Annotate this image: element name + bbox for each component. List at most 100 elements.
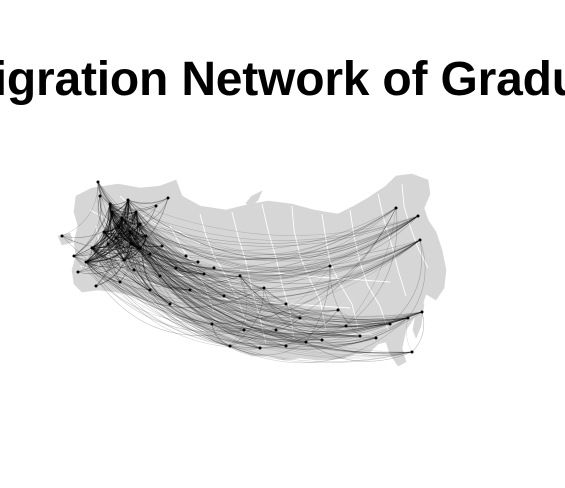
city-node bbox=[138, 246, 142, 250]
migration-edge bbox=[103, 211, 137, 233]
migration-edge bbox=[91, 243, 133, 251]
migration-edge bbox=[139, 223, 413, 354]
migration-edge bbox=[131, 243, 423, 337]
city-node bbox=[60, 234, 64, 238]
migration-edge bbox=[85, 261, 265, 308]
migration-edge bbox=[135, 211, 277, 331]
migration-edge bbox=[117, 211, 137, 227]
migration-edge bbox=[139, 215, 419, 269]
migration-edge bbox=[115, 237, 391, 335]
migration-edge bbox=[91, 247, 413, 358]
migration-edge bbox=[123, 259, 301, 329]
migration-edge bbox=[97, 195, 117, 239]
migration-edge bbox=[109, 203, 287, 347]
migration-edge bbox=[135, 211, 361, 337]
migration-edge bbox=[229, 287, 265, 347]
migration-edge bbox=[121, 217, 147, 237]
migration-edge bbox=[139, 247, 377, 350]
city-node bbox=[210, 322, 214, 326]
migration-edge bbox=[95, 231, 131, 287]
migration-edge bbox=[329, 215, 419, 267]
migration-edge bbox=[123, 259, 331, 293]
migration-edge bbox=[73, 203, 111, 257]
migration-edge bbox=[91, 247, 391, 335]
migration-edge bbox=[135, 211, 265, 289]
migration-edge bbox=[111, 211, 413, 358]
migration-edge bbox=[139, 247, 377, 349]
migration-edge bbox=[321, 339, 413, 356]
migration-edge bbox=[103, 203, 112, 233]
migration-edge bbox=[129, 231, 141, 249]
map-title: Migration Network of Graduates bbox=[0, 53, 565, 106]
migration-edge bbox=[121, 217, 265, 289]
migration-edge bbox=[91, 211, 137, 249]
migration-edge bbox=[127, 199, 409, 320]
migration-edge bbox=[109, 199, 129, 205]
migration-edge bbox=[91, 231, 131, 249]
migration-edge bbox=[97, 181, 261, 349]
migration-edge bbox=[73, 217, 123, 257]
city-node bbox=[158, 274, 162, 278]
migration-edge bbox=[109, 203, 137, 214]
migration-edge bbox=[229, 275, 247, 347]
migration-edge bbox=[111, 211, 191, 291]
migration-edge bbox=[91, 247, 125, 261]
migration-edge bbox=[117, 225, 199, 264]
migration-edge bbox=[115, 237, 125, 261]
migration-edge bbox=[103, 217, 123, 233]
migration-edge bbox=[115, 237, 125, 261]
migration-edge bbox=[123, 207, 397, 276]
migration-edge bbox=[111, 211, 361, 337]
city-node bbox=[76, 270, 80, 274]
migration-edge bbox=[85, 261, 391, 346]
migration-edge bbox=[97, 181, 111, 205]
migration-edge bbox=[135, 211, 409, 327]
migration-edge bbox=[121, 217, 163, 247]
migration-edge bbox=[127, 197, 169, 204]
migration-edge bbox=[135, 211, 205, 275]
migration-edge bbox=[91, 247, 423, 335]
city-node bbox=[132, 268, 136, 272]
migration-edge bbox=[109, 203, 423, 322]
migration-edge bbox=[85, 259, 125, 267]
migration-edge bbox=[99, 195, 119, 227]
migration-edge bbox=[138, 247, 151, 291]
migration-edge bbox=[109, 203, 123, 219]
migration-edge bbox=[119, 231, 132, 283]
migration-edge bbox=[121, 217, 147, 237]
migration-edge bbox=[91, 239, 421, 293]
migration-edge bbox=[117, 225, 421, 278]
city-node bbox=[304, 340, 308, 344]
migration-edge bbox=[139, 247, 213, 325]
migration-edge bbox=[139, 223, 331, 282]
migration-edge bbox=[129, 231, 377, 347]
migration-edge bbox=[115, 237, 191, 291]
migration-edge bbox=[109, 203, 397, 260]
migration-edge bbox=[109, 203, 419, 255]
migration-edge bbox=[61, 235, 423, 341]
city-node bbox=[284, 302, 288, 306]
migration-edge bbox=[121, 217, 141, 225]
migration-edge bbox=[85, 261, 409, 335]
migration-edge bbox=[111, 211, 277, 331]
migration-edge bbox=[145, 235, 161, 277]
city-node bbox=[98, 194, 102, 198]
migration-edge bbox=[135, 211, 287, 347]
migration-edge bbox=[275, 317, 301, 331]
russia-landmass bbox=[57, 173, 447, 367]
migration-edge bbox=[85, 261, 347, 344]
city-node bbox=[72, 254, 76, 258]
migration-edge bbox=[103, 215, 419, 260]
migration-edge bbox=[95, 243, 133, 287]
migration-edge bbox=[263, 287, 339, 312]
migration-edge bbox=[123, 223, 141, 261]
migration-edge bbox=[131, 239, 421, 276]
migration-edge bbox=[111, 211, 131, 233]
migration-edge bbox=[91, 247, 177, 273]
migration-edge bbox=[129, 231, 261, 349]
migration-edge bbox=[407, 239, 426, 319]
migration-edge bbox=[139, 223, 215, 269]
migration-edge bbox=[139, 197, 169, 225]
migration-edge bbox=[115, 215, 419, 272]
mainland-russia bbox=[71, 173, 447, 367]
